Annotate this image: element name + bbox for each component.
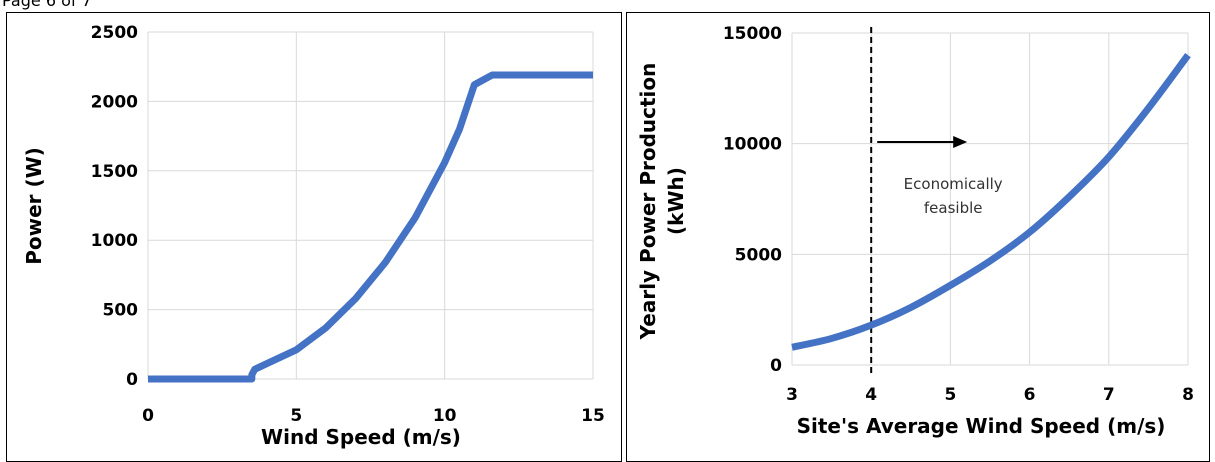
- y-axis-title: Power (W): [22, 147, 46, 265]
- x-tick-label: 4: [865, 385, 877, 405]
- power-curve-chart: 0 500 1000 1500 2000 2500 0 5 10 15 Wind Speed (m/…: [6, 12, 622, 462]
- y-tick-label: 1000: [91, 231, 138, 251]
- x-tick-label: 6: [1024, 385, 1036, 405]
- y-tick-label: 1500: [91, 162, 138, 182]
- x-tick-label: 3: [786, 385, 798, 405]
- arrow-head-icon: [953, 136, 968, 148]
- x-tick-label: 8: [1182, 385, 1194, 405]
- y-tick-label: 2000: [91, 92, 138, 112]
- y-tick-label: 0: [126, 370, 138, 390]
- y-tick-label: 5000: [735, 245, 782, 265]
- x-tick-label: 5: [944, 385, 956, 405]
- y-tick-label: 2500: [91, 23, 138, 43]
- annotation-label-line2: feasible: [924, 199, 983, 217]
- y-tick-label: 10000: [723, 135, 782, 155]
- x-tick-label: 7: [1103, 385, 1115, 405]
- y-axis-title: Yearly Power Production: [636, 63, 660, 341]
- header-fragment: Page 6 of 7: [2, 0, 92, 10]
- y-tick-label: 500: [103, 301, 139, 321]
- series-line: [148, 71, 593, 383]
- power-curve-svg: 0 500 1000 1500 2000 2500 0 5 10 15 Wind Speed (m/…: [22, 23, 605, 449]
- x-axis-title: Site's Average Wind Speed (m/s): [797, 414, 1166, 438]
- x-tick-label: 15: [581, 406, 605, 426]
- x-tick-label: 5: [290, 406, 302, 426]
- yearly-production-svg: 0 5000 10000 15000 3 4 5 6 7 8 Economically feasibl…: [636, 24, 1194, 438]
- x-tick-label: 10: [433, 406, 457, 426]
- x-tick-label: 0: [142, 406, 154, 426]
- y-axis-title-line2: (kWh): [664, 167, 688, 235]
- y-tick-label: 0: [770, 356, 782, 376]
- annotation-label-line1: Economically: [904, 175, 1003, 193]
- y-tick-label: 15000: [723, 24, 782, 44]
- series-line: [791, 53, 1191, 351]
- x-axis-title: Wind Speed (m/s): [261, 425, 461, 449]
- yearly-production-chart: 0 5000 10000 15000 3 4 5 6 7 8 Economically feasibl…: [626, 12, 1210, 462]
